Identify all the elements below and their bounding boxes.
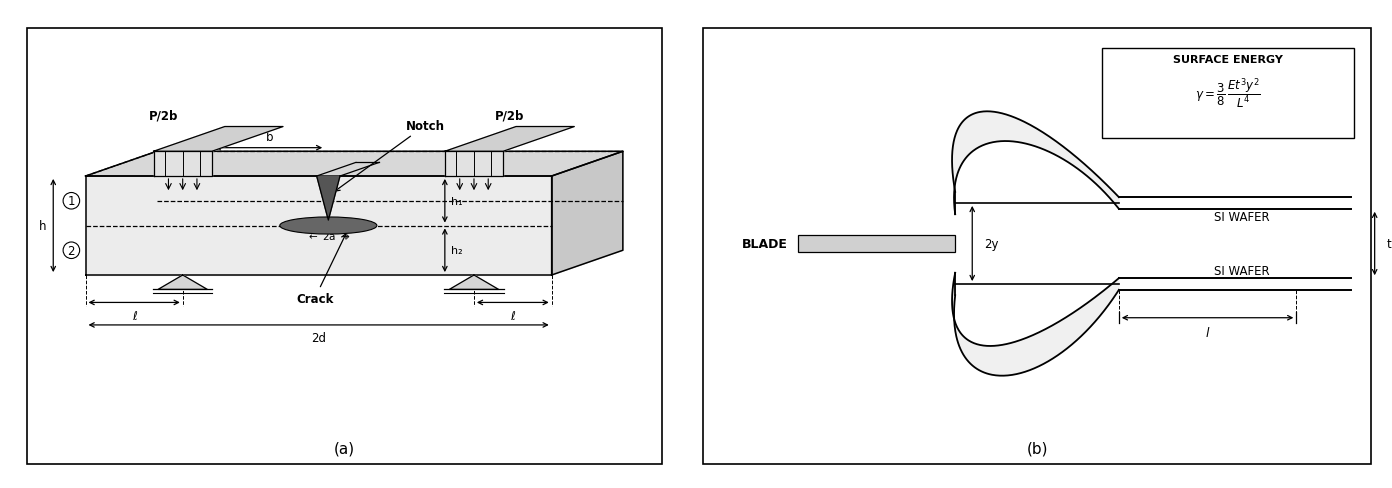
Text: SI WAFER: SI WAFER [1214, 211, 1270, 224]
Polygon shape [159, 275, 207, 290]
Text: SURFACE ENERGY: SURFACE ENERGY [1173, 55, 1283, 65]
Text: P/2b: P/2b [149, 109, 178, 122]
Text: h: h [39, 220, 47, 232]
Bar [799, 236, 955, 252]
Text: (a): (a) [334, 441, 355, 456]
Polygon shape [551, 152, 622, 275]
FancyBboxPatch shape [1102, 49, 1354, 139]
Text: SI WAFER: SI WAFER [1214, 264, 1270, 277]
Text: b: b [266, 131, 274, 144]
Polygon shape [86, 177, 551, 275]
Text: $\gamma = \dfrac{3}{8}\,\dfrac{Et^3 y^2}{L^4}$: $\gamma = \dfrac{3}{8}\,\dfrac{Et^3 y^2}… [1196, 77, 1261, 111]
Text: $\leftarrow$ 2a $\rightarrow$: $\leftarrow$ 2a $\rightarrow$ [306, 229, 351, 241]
Text: 2: 2 [68, 244, 75, 257]
Polygon shape [153, 127, 283, 152]
Polygon shape [153, 152, 212, 177]
Polygon shape [317, 177, 340, 221]
Text: Crack: Crack [296, 234, 347, 305]
Text: 1: 1 [68, 195, 75, 208]
Polygon shape [86, 152, 622, 177]
Polygon shape [445, 127, 575, 152]
Text: t: t [1386, 238, 1392, 250]
Text: ℓ: ℓ [511, 309, 515, 322]
Text: P/2b: P/2b [496, 109, 525, 122]
Polygon shape [445, 152, 503, 177]
Text: 2d: 2d [312, 331, 326, 345]
Polygon shape [952, 273, 1119, 376]
Text: ℓ: ℓ [132, 309, 136, 322]
Text: Notch: Notch [335, 120, 445, 192]
Text: 2y: 2y [984, 238, 999, 250]
Polygon shape [952, 112, 1119, 215]
Ellipse shape [280, 218, 377, 235]
Text: BLADE: BLADE [742, 238, 788, 250]
Text: h₁: h₁ [451, 196, 464, 206]
Polygon shape [450, 275, 498, 290]
Text: h₂: h₂ [451, 246, 464, 256]
Text: (b): (b) [1026, 441, 1048, 456]
Text: l: l [1205, 326, 1210, 339]
